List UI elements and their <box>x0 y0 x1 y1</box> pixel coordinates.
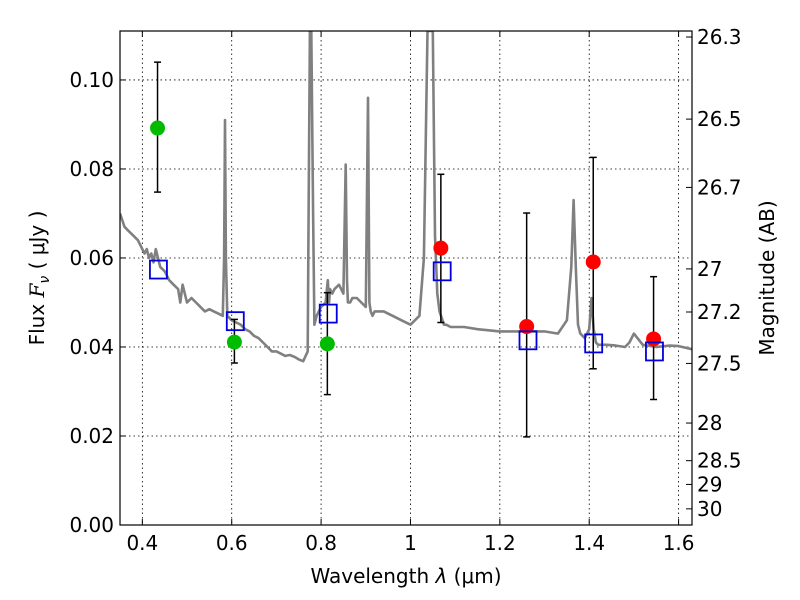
plot-frame <box>119 30 693 526</box>
data-point <box>433 240 449 256</box>
data-point <box>585 254 601 270</box>
y2-tick-label: 28.5 <box>697 449 742 473</box>
y2-tick-label: 26.3 <box>697 25 742 49</box>
x-tick-label: 0.8 <box>305 531 337 555</box>
x-axis-label-lambda: λ <box>434 564 447 588</box>
x-tick-label: 1.6 <box>663 531 695 555</box>
model-photometry-point <box>225 311 245 332</box>
data-point <box>226 334 242 350</box>
y2-tick-label: 27.5 <box>697 351 742 375</box>
y-axis-label: Flux Fν ( μJy ) <box>25 211 53 346</box>
grid-layer <box>120 31 692 525</box>
y-axis-label-unit: ( μJy ) <box>25 211 49 276</box>
x-tick-label: 1 <box>404 531 417 555</box>
model-photometry-point <box>645 341 664 362</box>
x-tick-label: 0.6 <box>216 531 248 555</box>
y2-axis-label: Magnitude (AB) <box>755 200 779 355</box>
y-axis-label-symbol: F <box>25 282 49 298</box>
y2-tick-label: 28 <box>697 411 722 435</box>
y2-tick-label: 30 <box>697 497 722 521</box>
x-axis-label-unit: (μm) <box>447 564 501 588</box>
x-axis-label-prefix: Wavelength <box>310 564 435 588</box>
y2-tick-label: 27.2 <box>697 300 742 324</box>
y-tick-label: 0.08 <box>69 157 114 181</box>
x-tick-label: 1.2 <box>484 531 516 555</box>
model-spectrum-line <box>120 31 692 363</box>
y2-tick-label: 26.7 <box>697 175 742 199</box>
model-photometry-point <box>518 330 538 351</box>
y-tick-label: 0.06 <box>69 246 114 270</box>
x-axis-label: Wavelength λ (μm) <box>310 564 501 588</box>
model-photometry-point <box>584 333 604 354</box>
y-tick-label: 0.10 <box>69 68 114 92</box>
y-axis-label-subscript: ν <box>37 276 53 284</box>
data-point <box>150 120 166 136</box>
y-tick-label: 0.02 <box>69 424 114 448</box>
plot-area <box>120 31 692 438</box>
model-photometry-point <box>149 259 168 280</box>
y2-tick-label: 29 <box>697 472 722 496</box>
data-point <box>646 331 662 347</box>
y2-tick-label: 27 <box>697 257 722 281</box>
model-photometry-point <box>318 303 338 324</box>
model-photometry-point <box>432 261 452 282</box>
y-tick-label: 0.00 <box>69 513 114 537</box>
x-tick-label: 0.4 <box>126 531 158 555</box>
y-axis-label-prefix: Flux <box>25 297 49 345</box>
y-tick-label: 0.04 <box>69 335 114 359</box>
axis-ticks: 0.4 0.6 0.8 1 1.2 1.4 1.6 0.00 0.02 0.04 0.06 0.08 0… <box>69 25 741 555</box>
y2-tick-label: 26.5 <box>697 107 742 131</box>
x-tick-label: 1.4 <box>573 531 605 555</box>
data-point <box>319 336 335 352</box>
data-point <box>519 319 535 335</box>
